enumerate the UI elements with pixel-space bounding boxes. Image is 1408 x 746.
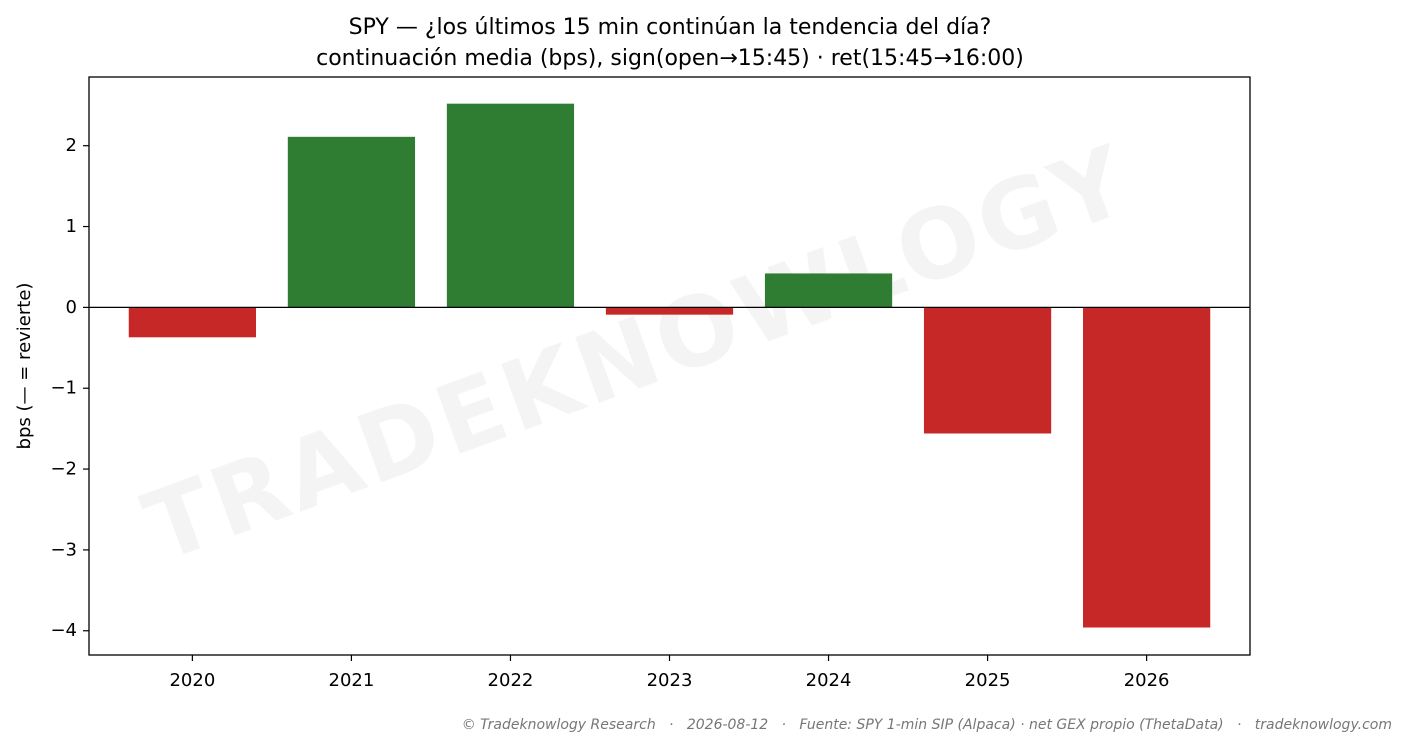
y-tick-label: −2 [50,459,77,480]
bars-group [128,103,1211,628]
y-axis-label: bps (— = revierte) [14,283,35,450]
y-tick-label: 1 [66,216,77,237]
y-tick-label: −3 [50,539,77,560]
x-tick-label: 2024 [806,670,852,691]
x-tick-label: 2021 [329,670,375,691]
x-tick-label: 2025 [965,670,1011,691]
x-tick-label: 2026 [1124,670,1170,691]
y-tick-label: −1 [50,378,77,399]
bar-2026 [1083,307,1211,628]
x-tick-label: 2022 [488,670,534,691]
bar-2022 [446,103,575,308]
bar-2020 [128,307,256,338]
bar-2024 [764,273,893,308]
x-axis: 2020 2021 2022 2023 2024 2025 2026 [169,655,1170,691]
y-tick-label: −4 [50,620,77,641]
y-axis: 2 1 0 −1 −2 −3 −4 [50,135,89,641]
bar-2023 [605,307,734,315]
y-tick-label: 0 [66,297,77,318]
y-tick-label: 2 [66,135,77,156]
chart-title: SPY — ¿los últimos 15 min continúan la t… [349,15,992,40]
x-tick-label: 2020 [169,670,215,691]
chart-subtitle: continuación media (bps), sign(open→15:4… [316,46,1024,71]
x-tick-label: 2023 [647,670,693,691]
footer-credits: © Tradeknowlogy Research · 2026-08-12 · … [462,717,1392,733]
bar-2025 [923,307,1052,434]
bar-2021 [287,136,416,308]
